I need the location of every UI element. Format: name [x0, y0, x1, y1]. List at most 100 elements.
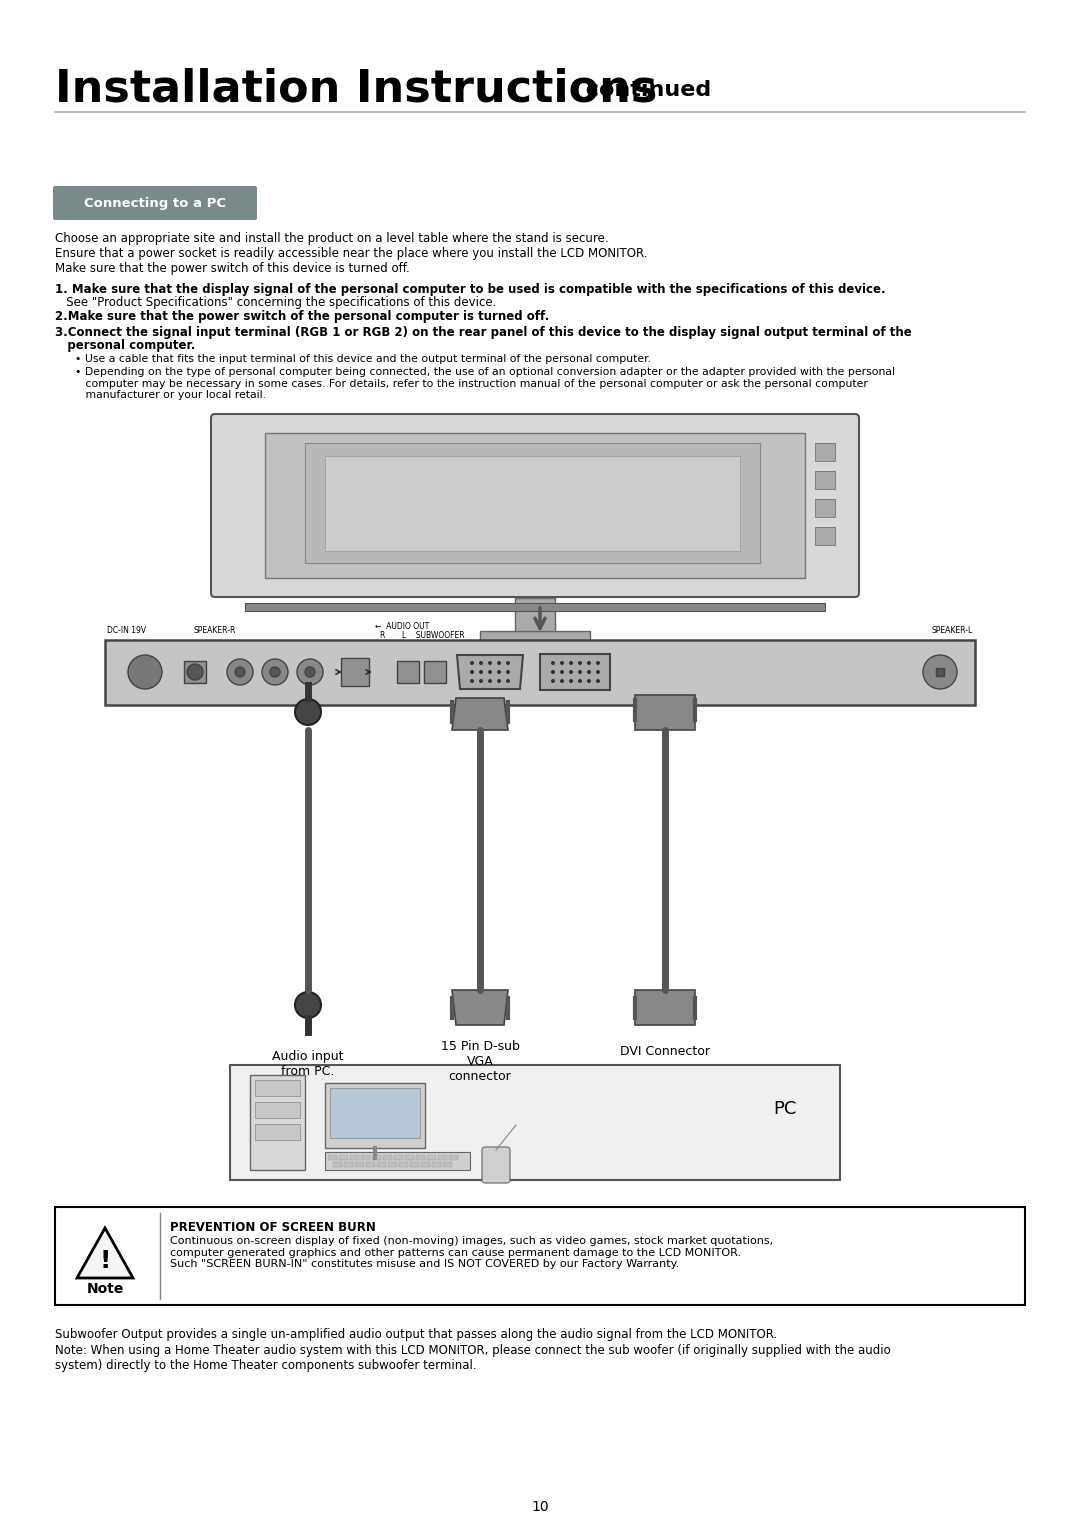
Circle shape — [507, 678, 510, 683]
Circle shape — [488, 678, 492, 683]
Circle shape — [262, 659, 288, 685]
Bar — [480, 631, 590, 643]
Text: ←  AUDIO OUT: ← AUDIO OUT — [375, 622, 429, 631]
Bar — [424, 662, 446, 683]
Text: PREVENTION OF SCREEN BURN: PREVENTION OF SCREEN BURN — [170, 1221, 376, 1235]
Circle shape — [488, 669, 492, 674]
Circle shape — [578, 669, 582, 674]
Circle shape — [578, 678, 582, 683]
Bar — [345, 1161, 353, 1167]
Circle shape — [551, 662, 555, 665]
Bar — [55, 1207, 1025, 1305]
Bar — [635, 990, 696, 1025]
Text: Make sure that the power switch of this device is turned off.: Make sure that the power switch of this … — [55, 261, 409, 275]
Bar — [333, 1161, 342, 1167]
Circle shape — [305, 668, 315, 677]
Bar — [350, 1155, 359, 1160]
Bar — [377, 1161, 386, 1167]
Circle shape — [480, 678, 483, 683]
Bar — [249, 1076, 305, 1170]
Circle shape — [129, 656, 162, 689]
Circle shape — [561, 669, 564, 674]
Text: 10: 10 — [531, 1500, 549, 1514]
Text: 2.Make sure that the power switch of the personal computer is turned off.: 2.Make sure that the power switch of the… — [55, 310, 550, 322]
Polygon shape — [77, 1229, 133, 1277]
Bar — [230, 1065, 840, 1180]
Text: 15 Pin D-sub
VGA
connector: 15 Pin D-sub VGA connector — [441, 1041, 519, 1083]
Bar — [388, 1161, 397, 1167]
Circle shape — [569, 669, 573, 674]
Bar — [405, 1155, 414, 1160]
Bar — [815, 443, 835, 461]
Bar — [815, 500, 835, 516]
Circle shape — [551, 669, 555, 674]
Text: • Use a cable that fits the input terminal of this device and the output termina: • Use a cable that fits the input termin… — [75, 354, 651, 364]
Polygon shape — [453, 990, 508, 1025]
Circle shape — [470, 669, 474, 674]
Text: 1. Make sure that the display signal of the personal computer to be used is comp: 1. Make sure that the display signal of … — [55, 283, 886, 296]
Bar — [328, 1155, 337, 1160]
Bar — [255, 1125, 300, 1140]
FancyBboxPatch shape — [211, 414, 859, 597]
Text: Subwoofer Output provides a single un-amplified audio output that passes along t: Subwoofer Output provides a single un-am… — [55, 1328, 778, 1342]
Bar — [325, 455, 740, 552]
Text: Choose an appropriate site and install the product on a level table where the st: Choose an appropriate site and install t… — [55, 232, 609, 244]
Circle shape — [569, 678, 573, 683]
Text: Note: When using a Home Theater audio system with this LCD MONITOR, please conne: Note: When using a Home Theater audio sy… — [55, 1345, 891, 1372]
Bar — [432, 1161, 441, 1167]
Text: PC: PC — [773, 1100, 797, 1118]
Circle shape — [596, 678, 600, 683]
Bar — [245, 604, 825, 611]
Text: 3.Connect the signal input terminal (RGB 1 or RGB 2) on the rear panel of this d: 3.Connect the signal input terminal (RGB… — [55, 325, 912, 339]
Text: SPEAKER-R: SPEAKER-R — [193, 626, 235, 636]
Circle shape — [497, 662, 501, 665]
Text: !: ! — [99, 1248, 110, 1273]
Text: Audio input
from PC.: Audio input from PC. — [272, 1050, 343, 1077]
Circle shape — [923, 656, 957, 689]
Circle shape — [227, 659, 253, 685]
Bar — [105, 640, 975, 704]
Bar — [394, 1155, 403, 1160]
Bar — [339, 1155, 348, 1160]
Bar — [355, 1161, 364, 1167]
Text: • Depending on the type of personal computer being connected, the use of an opti: • Depending on the type of personal comp… — [75, 367, 895, 400]
Circle shape — [551, 678, 555, 683]
Circle shape — [596, 662, 600, 665]
Circle shape — [507, 662, 510, 665]
Bar — [815, 471, 835, 489]
Circle shape — [588, 662, 591, 665]
Text: Continuous on-screen display of fixed (non-moving) images, such as video games, : Continuous on-screen display of fixed (n… — [170, 1236, 773, 1270]
Circle shape — [596, 669, 600, 674]
Circle shape — [569, 662, 573, 665]
Polygon shape — [457, 656, 523, 689]
Bar — [325, 1152, 470, 1170]
Bar — [815, 527, 835, 545]
Bar — [372, 1155, 381, 1160]
Circle shape — [578, 662, 582, 665]
Text: DC-IN 19V: DC-IN 19V — [107, 626, 146, 636]
Bar — [341, 659, 369, 686]
FancyBboxPatch shape — [482, 1148, 510, 1183]
Bar — [357, 1158, 393, 1163]
Circle shape — [470, 678, 474, 683]
Bar — [410, 1161, 419, 1167]
Bar — [255, 1080, 300, 1096]
FancyBboxPatch shape — [53, 186, 257, 220]
Bar — [635, 695, 696, 730]
Bar — [515, 597, 555, 633]
Bar — [361, 1155, 370, 1160]
Bar — [330, 1088, 420, 1138]
Text: DVI Connector: DVI Connector — [620, 1045, 710, 1057]
Bar — [421, 1161, 430, 1167]
Bar — [936, 668, 944, 675]
Text: SPEAKER-L: SPEAKER-L — [932, 626, 973, 636]
Bar — [443, 1161, 453, 1167]
Bar — [438, 1155, 447, 1160]
Bar — [397, 662, 419, 683]
Bar — [399, 1161, 408, 1167]
Circle shape — [470, 662, 474, 665]
Bar — [449, 1155, 458, 1160]
Bar — [305, 443, 760, 562]
Bar — [366, 1161, 375, 1167]
Circle shape — [588, 669, 591, 674]
